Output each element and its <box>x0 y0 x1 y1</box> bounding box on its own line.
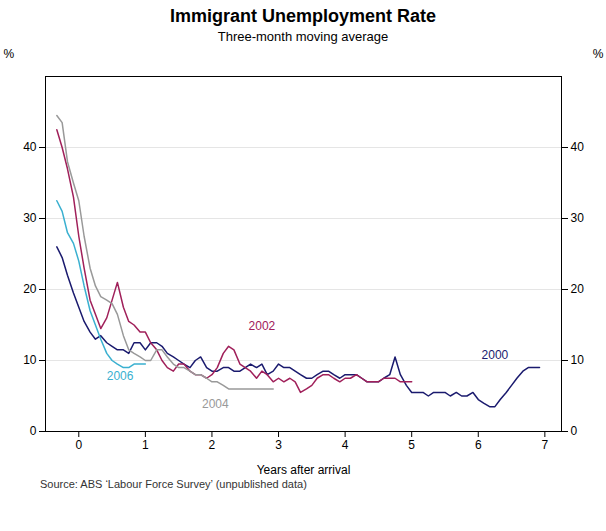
svg-text:10: 10 <box>571 353 585 367</box>
svg-text:20: 20 <box>23 282 37 296</box>
svg-text:2000: 2000 <box>482 348 509 362</box>
svg-text:40: 40 <box>23 140 37 154</box>
svg-text:0: 0 <box>571 424 578 438</box>
svg-text:%: % <box>4 47 15 61</box>
svg-text:30: 30 <box>571 211 585 225</box>
html-text:Three-month moving average: Three-month moving average <box>217 29 389 44</box>
svg-text:%: % <box>593 47 604 61</box>
svg-text:5: 5 <box>408 438 415 452</box>
svg-text:2: 2 <box>209 438 216 452</box>
svg-text:2004: 2004 <box>202 397 229 411</box>
svg-text:40: 40 <box>571 140 585 154</box>
svg-text:2006: 2006 <box>107 369 134 383</box>
svg-text:0: 0 <box>30 424 37 438</box>
svg-text:3: 3 <box>275 438 282 452</box>
svg-text:30: 30 <box>23 211 37 225</box>
svg-text:2002: 2002 <box>249 319 276 333</box>
svg-text:7: 7 <box>542 438 549 452</box>
svg-text:4: 4 <box>342 438 349 452</box>
svg-text:Years after arrival: Years after arrival <box>257 463 351 477</box>
svg-text:10: 10 <box>23 353 37 367</box>
svg-text:1: 1 <box>142 438 149 452</box>
svg-text:20: 20 <box>571 282 585 296</box>
svg-text:6: 6 <box>475 438 482 452</box>
svg-text:0: 0 <box>75 438 82 452</box>
html-text:Immigrant Unemployment Rate: Immigrant Unemployment Rate <box>170 6 436 26</box>
html-text:Source: ABS ‘Labour Force Surv: Source: ABS ‘Labour Force Survey’ (unpub… <box>40 478 307 490</box>
